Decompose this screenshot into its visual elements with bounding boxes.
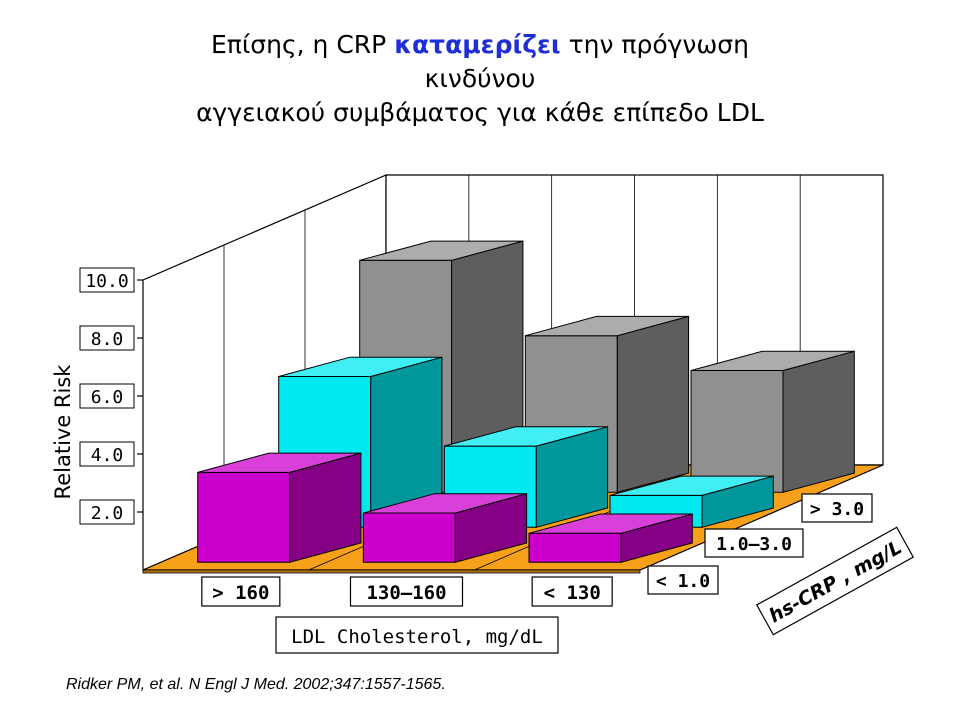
bar-top-face bbox=[528, 513, 693, 534]
depth-label-box bbox=[704, 528, 804, 558]
x-category-label: < 130 bbox=[544, 582, 601, 604]
floor-edge bbox=[142, 569, 641, 574]
y-tick-box bbox=[79, 499, 135, 525]
x-axis-label: LDL Cholesterol, mg/dL bbox=[291, 626, 543, 648]
y-tick: 10.0 bbox=[79, 267, 135, 293]
y-tick-box bbox=[79, 383, 135, 409]
bar-side-face bbox=[782, 350, 855, 493]
x-category-label: 130–160 bbox=[366, 582, 446, 604]
y-tick: 4.0 bbox=[79, 441, 135, 467]
depth-axis-title-box bbox=[755, 526, 915, 636]
x-category: > 160 bbox=[201, 576, 281, 607]
y-axis-label: Relative Risk bbox=[51, 364, 75, 500]
depth-label-text: > 3.0 bbox=[810, 499, 864, 520]
bar-front-face bbox=[197, 471, 291, 563]
bar-top-face bbox=[690, 350, 855, 371]
bar-0-0 bbox=[197, 452, 362, 563]
chart-bars bbox=[197, 240, 855, 563]
y-tick: 8.0 bbox=[79, 325, 135, 351]
bar-front-face bbox=[528, 532, 622, 563]
bar-front-face bbox=[690, 370, 784, 493]
depth-label-box bbox=[647, 565, 719, 595]
depth-label-box bbox=[801, 493, 873, 523]
citation: Ridker PM, et al. N Engl J Med. 2002;347… bbox=[66, 676, 446, 693]
depth-label: > 3.0 bbox=[801, 493, 873, 523]
y-tick: 6.0 bbox=[79, 383, 135, 409]
x-axis-title-box bbox=[275, 616, 559, 654]
x-axis-categories: > 160 130–160 < 130 bbox=[201, 576, 613, 607]
bar-top-face bbox=[444, 426, 608, 447]
y-tick-box bbox=[79, 267, 135, 293]
title-line-2: κινδύνου bbox=[424, 64, 536, 93]
y-tick-box bbox=[79, 441, 135, 467]
bar-top-face bbox=[197, 452, 362, 473]
depth-label-text: 1.0–3.0 bbox=[716, 534, 792, 555]
bar-top-face bbox=[363, 493, 527, 514]
bar-top-face bbox=[278, 356, 443, 377]
bar-2-2 bbox=[690, 350, 855, 493]
x-category: 130–160 bbox=[349, 576, 464, 607]
bar-top-face bbox=[359, 240, 524, 261]
depth-label: < 1.0 bbox=[647, 565, 719, 595]
y-tick-label: 10.0 bbox=[85, 271, 128, 292]
x-category: < 130 bbox=[531, 576, 613, 607]
bar-side-face bbox=[616, 315, 690, 493]
y-tick: 2.0 bbox=[79, 499, 135, 525]
title-line-1-start: Επίσης, η CRP bbox=[210, 30, 395, 59]
bar-0-2 bbox=[528, 513, 693, 563]
y-axis-ticks: 2.0 4.0 6.0 8.0 10.0 bbox=[79, 267, 135, 525]
depth-label-text: < 1.0 bbox=[656, 571, 710, 592]
title-line-1: Επίσης, η CRP καταμερίζει την πρόγνωση bbox=[120, 28, 840, 62]
bar-top-face bbox=[609, 475, 774, 496]
y-tick-label: 4.0 bbox=[91, 445, 124, 466]
x-category-box bbox=[349, 576, 464, 607]
bar-top-face bbox=[525, 315, 689, 337]
y-tick-box bbox=[79, 325, 135, 351]
depth-label: 1.0–3.0 bbox=[704, 528, 804, 558]
x-category-label: > 160 bbox=[212, 582, 269, 604]
chart-title: Επίσης, η CRP καταμερίζει την πρόγνωση κ… bbox=[120, 28, 840, 130]
title-line-1-end: την πρόγνωση bbox=[560, 30, 749, 59]
y-tick-label: 2.0 bbox=[91, 503, 124, 524]
title-line-3: αγγειακού συμβάματος για κάθε επίπεδο LD… bbox=[196, 98, 764, 127]
x-axis-title: LDL Cholesterol, mg/dL bbox=[275, 616, 559, 654]
bar-0-1 bbox=[362, 493, 528, 563]
x-category-box bbox=[201, 576, 281, 607]
x-category-box bbox=[531, 576, 613, 607]
y-tick-label: 6.0 bbox=[91, 387, 124, 408]
depth-axis-labels: < 1.0 1.0–3.0 > 3.0 bbox=[647, 493, 873, 595]
y-axis-title: Relative Risk bbox=[51, 364, 75, 500]
bar-front-face bbox=[362, 512, 456, 563]
y-tick-label: 8.0 bbox=[91, 329, 124, 350]
title-highlight: καταμερίζει bbox=[394, 30, 561, 59]
